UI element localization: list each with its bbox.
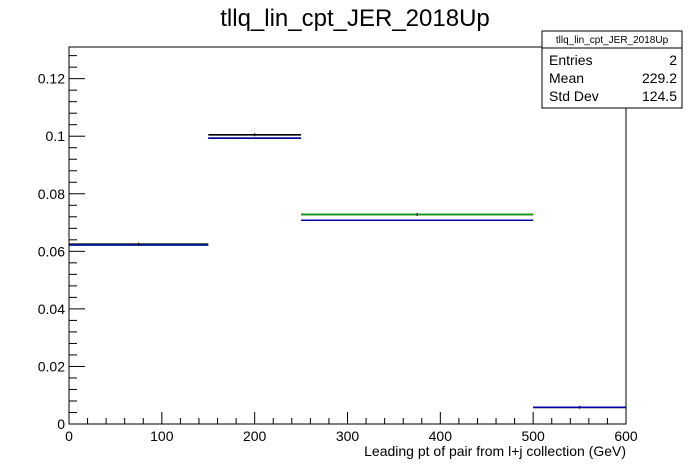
series-2 xyxy=(69,137,626,409)
series-0 xyxy=(69,133,626,409)
x-tick-label: 0 xyxy=(65,428,73,444)
x-tick-label: 500 xyxy=(521,428,545,444)
y-tick-label: 0 xyxy=(57,416,65,432)
stats-entries-label: Entries xyxy=(549,52,593,68)
y-tick-label: 0.1 xyxy=(46,128,66,144)
y-tick-label: 0.04 xyxy=(38,301,65,317)
x-tick-label: 100 xyxy=(150,428,174,444)
series-layer xyxy=(69,133,626,409)
y-tick-label: 0.08 xyxy=(38,186,65,202)
stats-box: tllq_lin_cpt_JER_2018Up Entries 2 Mean 2… xyxy=(541,30,683,109)
x-tick-label: 200 xyxy=(243,428,267,444)
stats-box-title: tllq_lin_cpt_JER_2018Up xyxy=(556,35,669,46)
stats-box-frame xyxy=(541,30,683,109)
y-axis: 0 0.02 0.04 0.06 0.08 0.1 0.12 xyxy=(38,55,85,432)
bin-center-markers xyxy=(138,133,581,409)
y-tick-label: 0.12 xyxy=(38,71,65,87)
x-axis-label: Leading pt of pair from l+j collection (… xyxy=(364,443,626,459)
series-1 xyxy=(69,137,626,409)
chart-title: tllq_lin_cpt_JER_2018Up xyxy=(220,5,490,32)
x-tick-label: 600 xyxy=(614,428,638,444)
x-tick-label: 400 xyxy=(429,428,453,444)
x-axis: 0 100 200 300 400 500 600 xyxy=(65,412,638,444)
stats-entries-value: 2 xyxy=(669,52,677,68)
stats-stddev-value: 124.5 xyxy=(642,88,677,104)
stats-mean-label: Mean xyxy=(549,70,584,86)
x-tick-label: 300 xyxy=(336,428,360,444)
stats-stddev-label: Std Dev xyxy=(549,88,599,104)
y-tick-label: 0.06 xyxy=(38,243,65,259)
stats-mean-value: 229.2 xyxy=(642,70,677,86)
y-tick-label: 0.02 xyxy=(38,358,65,374)
